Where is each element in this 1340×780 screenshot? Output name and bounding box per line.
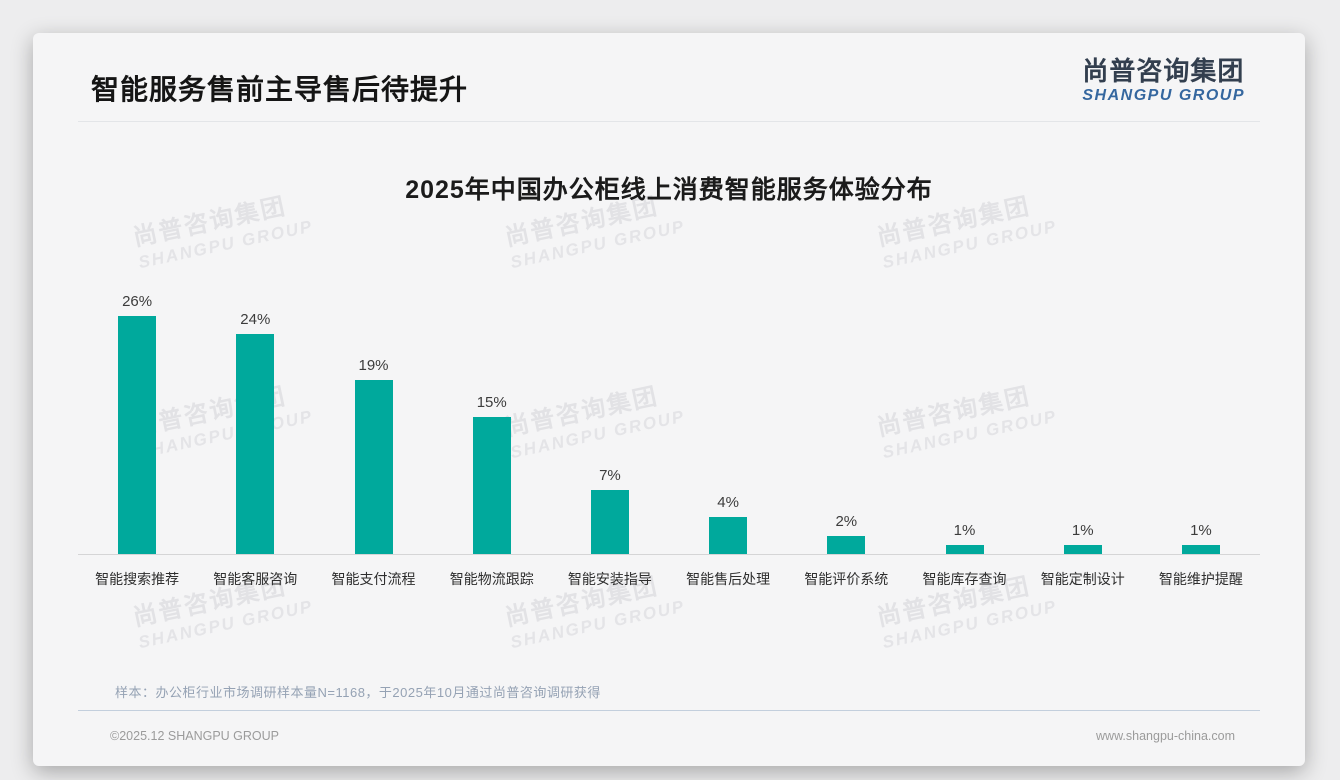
x-axis-label: 智能客服咨询 <box>213 571 298 587</box>
x-axis-label: 智能定制设计 <box>1040 571 1125 587</box>
chart-title: 2025年中国办公柜线上消费智能服务体验分布 <box>405 176 933 204</box>
page-title: 智能服务售前主导售后待提升 <box>91 74 469 105</box>
bar-column: 1% <box>905 522 1023 554</box>
company-logo: 尚普咨询集团 SHANGPU GROUP <box>1082 55 1245 105</box>
x-axis-label: 智能售后处理 <box>686 571 771 587</box>
bar <box>472 416 511 554</box>
header-divider <box>78 121 1260 122</box>
logo-text-en: SHANGPU GROUP <box>1082 87 1245 104</box>
bar <box>354 380 393 554</box>
header: 智能服务售前主导售后待提升 尚普咨询集团 SHANGPU GROUP <box>33 33 1305 121</box>
bar <box>709 517 748 554</box>
bar-value-label: 15% <box>476 393 507 411</box>
logo-text-cn: 尚普咨询集团 <box>1082 56 1245 86</box>
bar-column: 24% <box>196 311 314 554</box>
bar <box>1063 544 1102 554</box>
x-axis-label: 智能库存查询 <box>922 571 1007 587</box>
slide-card: 尚普咨询集团 SHANGPU GROUP 尚普咨询集团 SHANGPU GROUP 尚普… <box>33 33 1305 766</box>
footer: ©2025.12 SHANGPU GROUP www.shangpu-china… <box>33 711 1305 766</box>
bar-value-label: 1% <box>953 521 976 539</box>
bar-chart: 2025年中国办公柜线上消费智能服务体验分布 26% 24% 19% 15% 7% 4% 2… <box>33 170 1305 589</box>
copyright-text: ©2025.12 SHANGPU GROUP <box>110 728 279 743</box>
bar-column: 15% <box>433 394 551 554</box>
bar-value-label: 4% <box>717 494 739 512</box>
bar-column: 19% <box>314 357 432 554</box>
bar-value-label: 19% <box>358 357 389 375</box>
bar <box>1181 544 1220 554</box>
bar-value-label: 2% <box>835 512 858 530</box>
bar-column: 1% <box>1142 522 1260 554</box>
x-axis-label: 智能维护提醒 <box>1158 571 1243 587</box>
bar-column: 26% <box>78 293 196 554</box>
bar-value-label: 1% <box>1071 521 1094 539</box>
x-axis-labels: 智能搜索推荐 智能客服咨询 智能支付流程 智能物流跟踪 智能安装指导 智能售后处理 智能评价… <box>78 569 1260 589</box>
bar-value-label: 24% <box>240 311 271 329</box>
slide-content: 智能服务售前主导售后待提升 尚普咨询集团 SHANGPU GROUP 2025年… <box>33 33 1305 766</box>
plot-area: 26% 24% 19% 15% 7% 4% 2% 1% 1% 1% <box>78 284 1260 554</box>
bar-column: 4% <box>669 494 787 554</box>
sample-note: 样本：办公柜行业市场调研样本量N=1168，于2025年10月通过尚普咨询调研获… <box>115 685 601 700</box>
footer-divider <box>78 710 1260 711</box>
bar-column: 2% <box>787 513 905 554</box>
x-axis-line <box>78 554 1260 555</box>
bar-column: 7% <box>551 467 669 554</box>
bar <box>827 535 866 554</box>
bar-value-label: 1% <box>1190 521 1212 539</box>
bar <box>590 489 629 554</box>
bar-value-label: 7% <box>599 466 621 484</box>
bar <box>236 334 275 554</box>
bar-column: 1% <box>1024 522 1142 554</box>
x-axis-label: 智能评价系统 <box>804 571 889 587</box>
website-link[interactable]: www.shangpu-china.com <box>1096 728 1235 743</box>
bar-value-label: 26% <box>122 293 153 311</box>
x-axis-label: 智能支付流程 <box>331 571 416 587</box>
x-axis-label: 智能安装指导 <box>567 571 652 587</box>
bar <box>118 316 157 554</box>
bar <box>945 544 984 554</box>
x-axis-label: 智能物流跟踪 <box>449 571 534 587</box>
x-axis-label: 智能搜索推荐 <box>95 571 180 587</box>
